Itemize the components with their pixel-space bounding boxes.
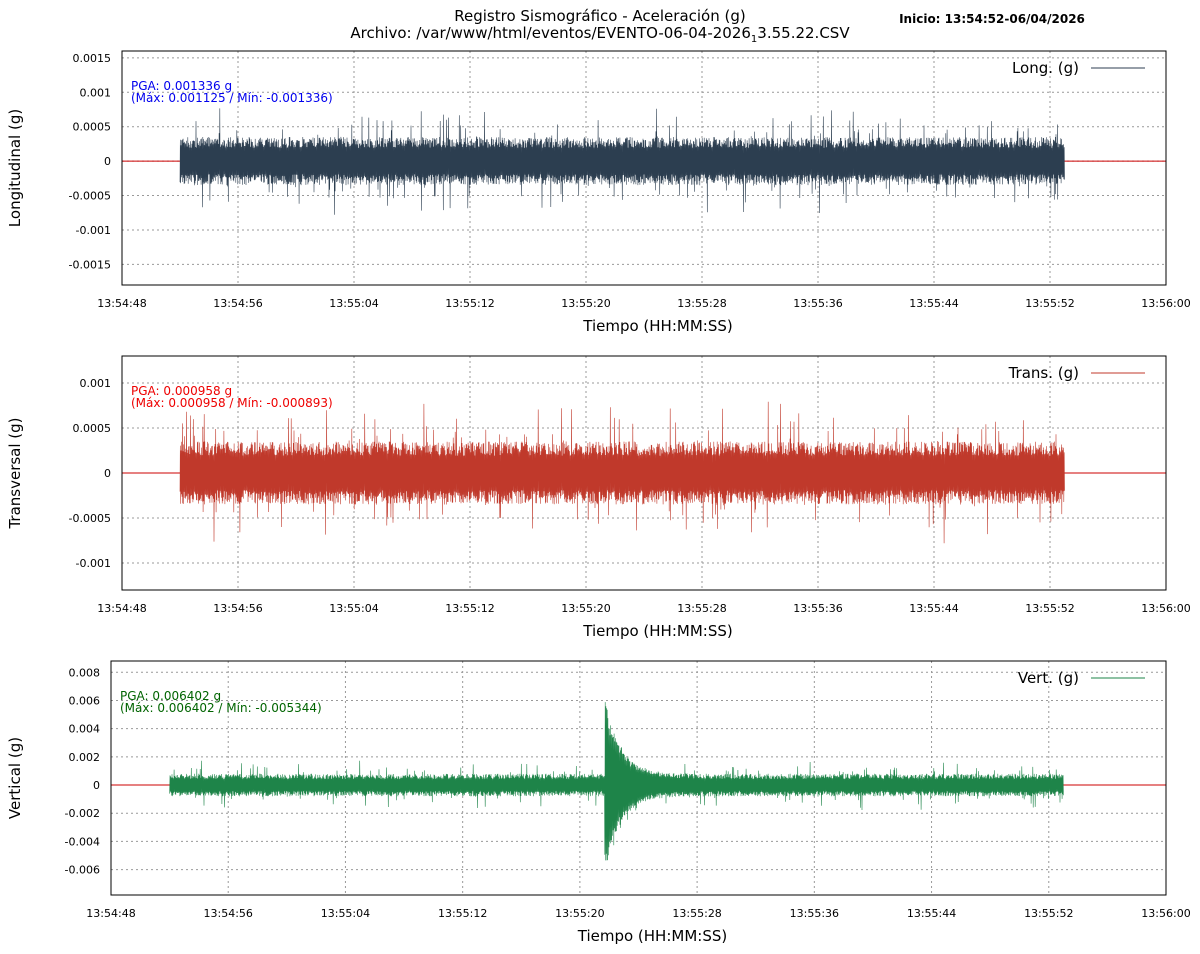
y-tick-label: -0.0005 (69, 512, 111, 525)
max-min-label: (Máx: 0.001125 / Mín: -0.001336) (131, 91, 333, 105)
y-tick-label: 0 (93, 779, 100, 792)
plot-frame (121, 355, 1167, 591)
legend-label: Trans. (g) (1008, 364, 1079, 382)
panel-transversal: -0.001 -0.0005 0 0.0005 0.001 13:54:48 13:54:5… (6, 355, 1191, 640)
waveform-longitudinal (179, 108, 1065, 215)
x-tick-label: 13:55:52 (1025, 602, 1074, 615)
waveform-transversal (179, 401, 1065, 544)
y-tick-label: 0.0005 (73, 121, 112, 134)
y-tick-label: -0.001 (76, 224, 111, 237)
legend-label: Long. (g) (1012, 59, 1079, 77)
x-tick-label: 13:55:52 (1024, 907, 1073, 920)
x-tick-label: 13:55:12 (438, 907, 487, 920)
x-tick-label: 13:55:04 (329, 297, 378, 310)
start-time-label: Inicio: 13:54:52-06/04/2026 (899, 12, 1085, 26)
pga-label: PGA: 0.000958 g (131, 384, 232, 398)
legend-label: Vert. (g) (1018, 669, 1079, 687)
plot-frame (121, 50, 1167, 286)
figure-title: Registro Sismográfico - Aceleración (g) (454, 7, 745, 25)
y-tick-label: 0.006 (69, 694, 101, 707)
x-tick-label: 13:54:56 (213, 297, 262, 310)
x-tick-label: 13:55:20 (555, 907, 604, 920)
y-tick-label: 0.001 (80, 86, 112, 99)
x-tick-label: 13:55:28 (677, 602, 726, 615)
x-tick-label: 13:56:00 (1141, 907, 1190, 920)
x-tick-label: 13:55:44 (907, 907, 956, 920)
max-min-label: (Máx: 0.000958 / Mín: -0.000893) (131, 396, 333, 410)
chart-panels: -0.0015 -0.001 -0.0005 0 0.0005 0.001 0.0015 13… (6, 50, 1191, 945)
panel-longitudinal: -0.0015 -0.001 -0.0005 0 0.0005 0.001 0.0015 13… (6, 50, 1191, 335)
x-tick-label: 13:54:56 (213, 602, 262, 615)
y-tick-label: 0.008 (69, 666, 101, 679)
y-tick-label: -0.002 (65, 807, 100, 820)
x-tick-label: 13:54:48 (86, 907, 135, 920)
pga-label: PGA: 0.001336 g (131, 79, 232, 93)
waveform-vertical (169, 702, 1064, 861)
x-tick-label: 13:55:44 (909, 297, 958, 310)
x-tick-label: 13:55:44 (909, 602, 958, 615)
x-axis-label: Tiempo (HH:MM:SS) (577, 927, 727, 945)
x-tick-label: 13:55:20 (561, 602, 610, 615)
x-tick-label: 13:55:04 (329, 602, 378, 615)
x-tick-label: 13:55:12 (445, 297, 494, 310)
x-tick-label: 13:55:12 (445, 602, 494, 615)
x-tick-label: 13:55:36 (793, 297, 842, 310)
y-tick-label: -0.004 (65, 835, 100, 848)
y-tick-label: 0.0015 (73, 52, 112, 65)
x-axis-label: Tiempo (HH:MM:SS) (582, 622, 732, 640)
max-min-label: (Máx: 0.006402 / Mín: -0.005344) (120, 701, 322, 715)
x-tick-label: 13:54:56 (204, 907, 253, 920)
x-axis-label: Tiempo (HH:MM:SS) (582, 317, 732, 335)
file-path-subscript: 1 (751, 34, 757, 45)
y-tick-label: 0.002 (69, 751, 101, 764)
y-tick-label: -0.0005 (69, 190, 111, 203)
y-tick-label: 0.0005 (73, 422, 112, 435)
y-axis-label: Vertical (g) (6, 737, 24, 819)
x-tick-label: 13:54:48 (97, 297, 146, 310)
x-tick-label: 13:55:28 (677, 297, 726, 310)
y-tick-label: -0.006 (65, 864, 100, 877)
panel-vertical: -0.006 -0.004 -0.002 0 0.002 0.004 0.006 0.008 1… (6, 660, 1191, 945)
x-tick-label: 13:55:36 (793, 602, 842, 615)
y-tick-label: 0 (104, 467, 111, 480)
y-tick-label: 0 (104, 155, 111, 168)
y-tick-label: -0.001 (76, 557, 111, 570)
plot-frame (110, 660, 1167, 896)
x-tick-label: 13:55:20 (561, 297, 610, 310)
x-tick-label: 13:56:00 (1141, 602, 1190, 615)
x-tick-label: 13:56:00 (1141, 297, 1190, 310)
y-axis-label: Transversal (g) (6, 417, 24, 529)
y-axis-label: Longitudinal (g) (6, 109, 24, 227)
file-path-prefix: Archivo: /var/www/html/eventos/EVENTO-06… (350, 24, 751, 42)
x-tick-label: 13:54:48 (97, 602, 146, 615)
x-tick-label: 13:55:52 (1025, 297, 1074, 310)
y-tick-label: -0.0015 (69, 258, 111, 271)
file-path-title: Archivo: /var/www/html/eventos/EVENTO-06… (350, 24, 850, 45)
y-tick-label: 0.001 (80, 377, 112, 390)
x-tick-label: 13:55:04 (321, 907, 370, 920)
file-path-suffix: 3.55.22.CSV (757, 24, 850, 42)
y-tick-label: 0.004 (69, 723, 101, 736)
pga-label: PGA: 0.006402 g (120, 689, 221, 703)
x-tick-label: 13:55:28 (672, 907, 721, 920)
x-tick-label: 13:55:36 (790, 907, 839, 920)
